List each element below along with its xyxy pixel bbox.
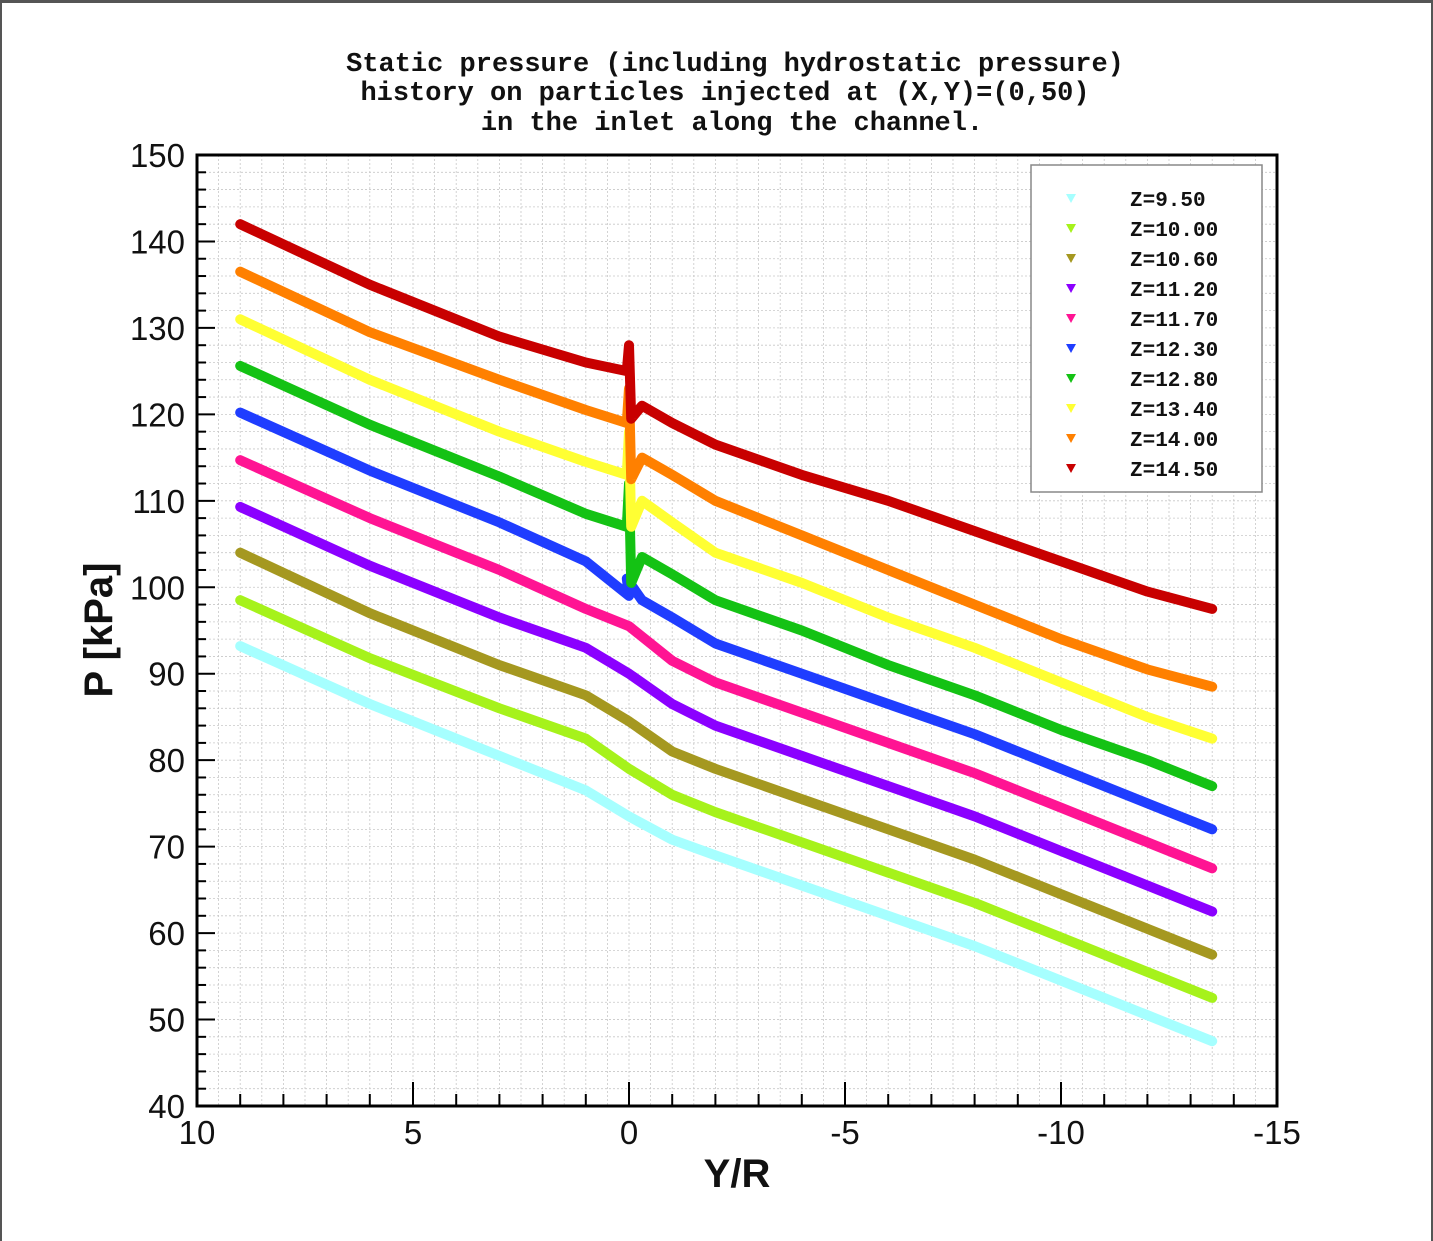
legend-marker-5 (1066, 314, 1076, 323)
series-line-8 (235, 314, 1218, 744)
legend-marker-8 (1066, 404, 1076, 413)
chart-title: Static pressure (including hydrostatic p… (346, 50, 1124, 139)
series-line-7 (235, 360, 1218, 792)
y-tick-label: 60 (148, 915, 185, 952)
legend-label-9: Z=14.00 (1130, 430, 1218, 453)
x-tick-label: -5 (830, 1114, 859, 1151)
legend-marker-1 (1066, 194, 1076, 203)
title-line-1: Static pressure (including hydrostatic p… (346, 50, 1124, 80)
y-tick-label: 110 (132, 483, 185, 520)
legend-label-1: Z=9.50 (1130, 190, 1206, 213)
y-tick-label: 80 (148, 742, 185, 779)
x-tick-label: -15 (1253, 1114, 1301, 1151)
legend-marker-7 (1066, 374, 1076, 383)
y-tick-label: 100 (130, 569, 185, 606)
legend-label-6: Z=12.30 (1130, 340, 1218, 363)
y-tick-label: 70 (148, 829, 185, 866)
x-axis-label: Y/R (704, 1152, 771, 1196)
legend-label-8: Z=13.40 (1130, 400, 1218, 423)
legend-label-3: Z=10.60 (1130, 250, 1218, 273)
legend-label-2: Z=10.00 (1130, 220, 1218, 243)
legend-label-5: Z=11.70 (1130, 310, 1218, 333)
series-line-6 (235, 407, 1218, 835)
y-tick-label: 130 (130, 310, 185, 347)
plot-area-border (195, 153, 1279, 1108)
x-tick-label: 5 (404, 1114, 422, 1151)
x-tick-label: 0 (620, 1114, 638, 1151)
y-tick-label: 50 (148, 1002, 185, 1039)
series-line-1 (235, 641, 1218, 1047)
series-line-9 (235, 266, 1218, 692)
legend-marker-6 (1066, 344, 1076, 353)
title-line-2: history on particles injected at (X,Y)=(… (360, 79, 1089, 109)
legend-marker-3 (1066, 254, 1076, 263)
y-axis-label: P [kPa] (77, 563, 121, 698)
legend-marker-2 (1066, 224, 1076, 233)
legend-label-4: Z=11.20 (1130, 280, 1218, 303)
series-line-4 (235, 501, 1218, 917)
legend-marker-10 (1066, 464, 1076, 473)
legend-label-7: Z=12.80 (1130, 370, 1218, 393)
series-layer (235, 219, 1218, 1047)
series-line-5 (235, 455, 1218, 874)
legend-label-10: Z=14.50 (1130, 460, 1218, 483)
tick-labels: 10 5 0 -5 -10 -154050607080901001101201301401… (130, 137, 1301, 1151)
series-line-2 (235, 595, 1218, 1003)
y-tick-label: 120 (130, 396, 185, 433)
x-tick-label: 10 (179, 1114, 216, 1151)
legend-marker-9 (1066, 434, 1076, 443)
title-line-3: in the inlet along the channel. (481, 109, 983, 139)
legend: Z=9.50 Z=10.00 Z=10.60 Z=11.20 Z=11.70 Z=12.3… (1030, 164, 1263, 493)
y-tick-label: 90 (148, 656, 185, 693)
y-tick-label: 140 (130, 223, 185, 260)
series-line-10 (235, 219, 1218, 614)
y-tick-label: 150 (130, 137, 185, 174)
series-line-3 (235, 547, 1218, 960)
y-tick-label: 40 (148, 1088, 185, 1125)
x-tick-label: -10 (1037, 1114, 1085, 1151)
legend-marker-4 (1066, 284, 1076, 293)
